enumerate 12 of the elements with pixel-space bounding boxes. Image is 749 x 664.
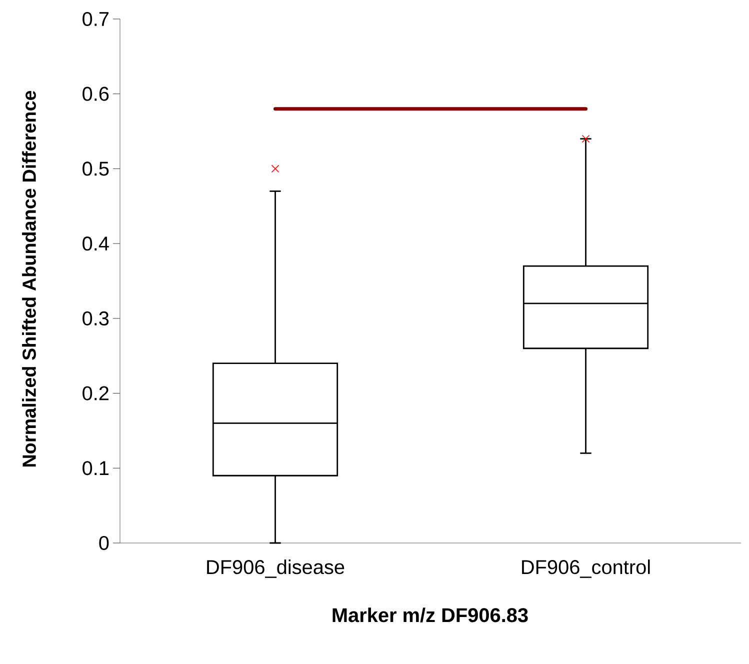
- y-tick-label: 0.1: [82, 461, 109, 476]
- y-axis-title: Normalized Shifted Abundance Difference: [22, 90, 36, 467]
- y-tick-label: 0.6: [82, 86, 109, 101]
- y-tick-label: 0.3: [82, 311, 109, 326]
- y-tick-label: 0.2: [82, 386, 108, 400]
- y-tick-label: 0.7: [82, 12, 108, 26]
- y-tick-label: 0.5: [82, 162, 109, 176]
- y-tick-label: 0.4: [82, 236, 109, 251]
- y-tick-label: 0: [99, 536, 109, 550]
- x-axis-title: Marker m/z DF906.83: [332, 608, 528, 622]
- x-tick-label: DF906_disease: [207, 560, 344, 578]
- x-tick-label: DF906_control: [522, 560, 650, 578]
